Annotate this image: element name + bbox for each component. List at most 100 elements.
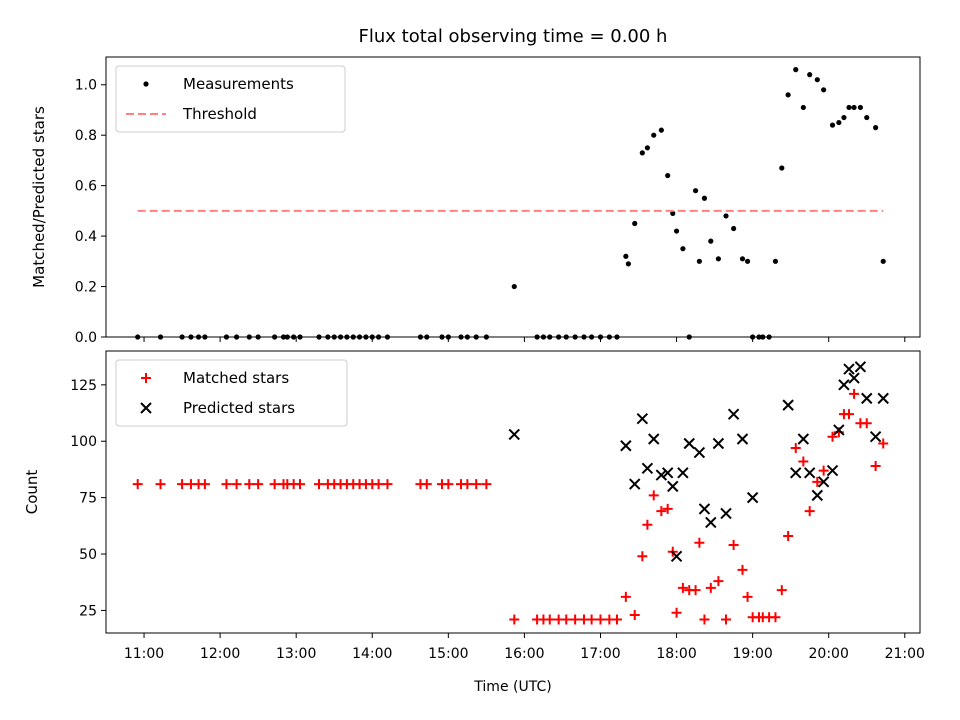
measurement-point <box>284 334 290 340</box>
plot-frame <box>105 350 921 634</box>
predicted-star-point <box>803 467 816 479</box>
legend-label: Measurements <box>183 75 294 93</box>
measurement-point <box>417 334 424 340</box>
measurement-point <box>731 225 737 232</box>
predicted-star-point <box>641 462 654 475</box>
predicted-star-point <box>817 476 830 488</box>
predicted-star-point <box>838 379 850 391</box>
measurement-point <box>614 334 620 340</box>
matched-star-point <box>177 479 188 490</box>
matched-star-point <box>728 540 739 551</box>
matched-star-point <box>221 479 232 490</box>
legend-label: Matched stars <box>183 369 289 387</box>
measurement-point <box>673 228 680 234</box>
x-axis-label: Time (UTC) <box>473 679 551 695</box>
measurement-point <box>680 246 686 252</box>
matched-star-point <box>620 591 631 602</box>
measurement-point <box>556 334 562 340</box>
measurement-point <box>195 334 202 340</box>
x-tick-label: 21:00 <box>885 646 925 662</box>
matched-star-point <box>443 479 454 490</box>
measurement-point <box>785 92 791 98</box>
measurement-point <box>744 258 751 264</box>
predicted-star-point <box>629 478 641 490</box>
ratio-panel: 0.0 0.2 0.4 0.6 0.8 1.0 Matched/Predicted star… <box>30 56 921 346</box>
measurement-point <box>563 334 569 340</box>
matched-star-point <box>843 409 854 420</box>
measurement-point <box>864 114 870 121</box>
matched-star-point <box>798 456 809 467</box>
legend-measurement-swatch <box>143 81 149 87</box>
measurement-point <box>756 334 762 340</box>
y-tick-label: 1.0 <box>75 78 97 94</box>
predicted-star-point <box>790 467 802 479</box>
measurement-point <box>658 127 664 133</box>
measurement-point <box>829 122 836 128</box>
predicted-star-point <box>877 392 889 405</box>
matched-star-point <box>699 614 710 625</box>
matched-star-point <box>269 479 280 490</box>
y-tick-label: 50 <box>79 547 97 563</box>
measurement-point <box>135 334 141 340</box>
matched-star-point <box>783 530 794 541</box>
x-tick-label: 16:00 <box>504 646 544 662</box>
matched-star-point <box>244 479 255 490</box>
predicted-star-point <box>698 503 711 515</box>
measurement-point <box>723 213 729 219</box>
measurement-point <box>384 334 391 340</box>
measurement-point <box>255 334 261 340</box>
matched-star-point <box>818 465 829 476</box>
measurement-point <box>483 334 489 340</box>
measurement-point <box>188 334 194 340</box>
measurement-point <box>511 283 517 290</box>
y-tick-label: 0.0 <box>75 330 97 346</box>
matched-star-point <box>462 479 473 490</box>
measurement-point <box>179 334 185 340</box>
matched-star-point <box>677 582 688 593</box>
matched-star-point <box>199 479 210 490</box>
predicted-star-point <box>636 412 649 425</box>
matched-star-point <box>294 479 305 490</box>
matched-star-point <box>705 582 716 593</box>
measurement-point <box>547 334 553 340</box>
matched-star-point <box>471 479 482 490</box>
y-tick-label: 125 <box>70 378 97 394</box>
x-tick-label: 11:00 <box>124 646 164 662</box>
predicted-star-point <box>746 491 759 504</box>
matched-star-point <box>544 614 555 625</box>
measurement-point <box>540 334 547 340</box>
matched-star-point <box>253 479 264 490</box>
measurement-point <box>572 334 578 340</box>
measurement-point <box>337 334 344 340</box>
matched-star-point <box>861 418 872 429</box>
y-tick-label: 0.6 <box>75 179 97 195</box>
measurement-point <box>606 334 612 340</box>
measurement-point <box>331 334 337 340</box>
legend-predicted-swatch <box>140 402 152 414</box>
measurement-point <box>597 334 604 340</box>
predicted-star-point <box>797 433 810 445</box>
measurement-point <box>846 104 852 111</box>
measurement-point <box>814 77 820 83</box>
matched-star-point <box>231 479 242 490</box>
matched-star-point <box>382 479 393 490</box>
matched-star-point <box>132 479 143 490</box>
predicted-star-point <box>854 361 867 373</box>
measurement-point <box>760 334 766 340</box>
matched-star-point <box>314 479 325 490</box>
y-tick-label: 75 <box>79 491 97 507</box>
predicted-star-point <box>727 408 740 420</box>
measurement-point <box>473 334 479 340</box>
predicted-star-point <box>826 464 839 477</box>
predicted-star-point <box>667 480 679 493</box>
measurement-point <box>272 334 278 340</box>
measurement-point <box>376 334 382 340</box>
measurement-point <box>445 334 451 340</box>
measurement-point <box>464 334 470 340</box>
matched-star-point <box>870 461 881 472</box>
matched-star-point <box>671 607 682 618</box>
matched-star-point <box>770 612 781 623</box>
legend-label: Threshold <box>182 105 257 123</box>
measurement-point <box>639 150 645 156</box>
x-tick-label: 18:00 <box>656 646 696 662</box>
